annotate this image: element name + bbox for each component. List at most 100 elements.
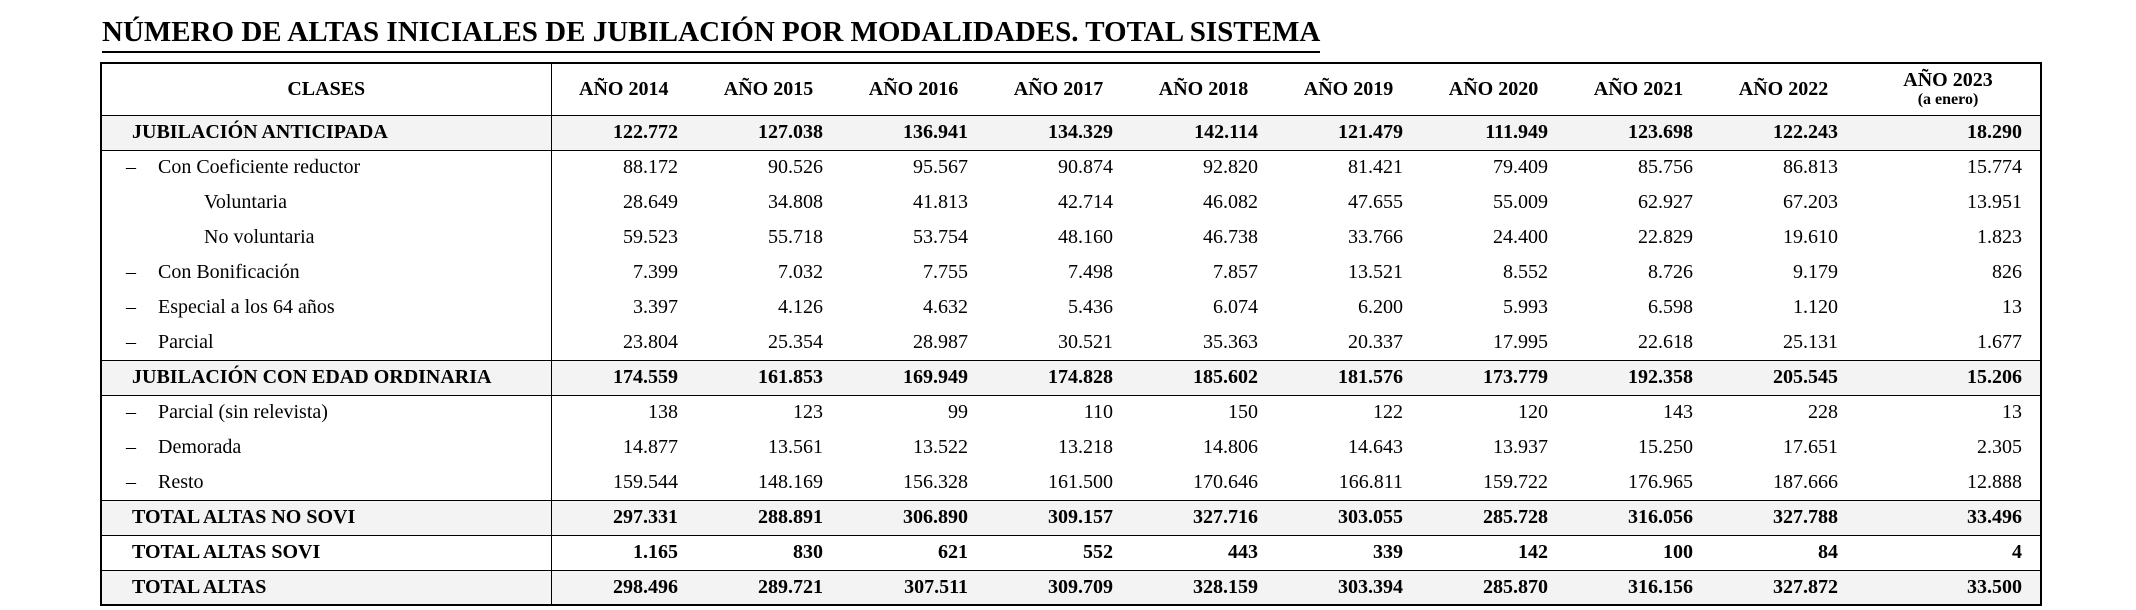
table-row: – Demorada 14.877 13.561 13.522 13.218 14.806 1… <box>101 430 2041 465</box>
value-cell: 161.853 <box>696 359 841 396</box>
value-cell: 316.156 <box>1566 569 1711 606</box>
value-cell: 169.949 <box>841 359 986 396</box>
table-row: – Parcial (sin relevista) 138 123 99 110 150 12… <box>101 395 2041 430</box>
value-cell: 99 <box>948 401 968 424</box>
value-cell: 28.987 <box>913 330 968 353</box>
row-label-text: Con Bonificación <box>158 261 300 283</box>
value-cell: 166.811 <box>1338 470 1403 493</box>
column-header-year: AÑO 2022 <box>1711 63 1856 116</box>
table-row: TOTAL ALTAS SOVI 1.165 830 621 552 443 339 142 1… <box>101 534 2041 571</box>
value-cell: 25.354 <box>768 330 823 353</box>
value-cell: 13 <box>2002 296 2022 318</box>
value-cell: 34.808 <box>768 191 823 213</box>
value-cell: 327.872 <box>1711 569 1856 606</box>
value-cell: 33.496 <box>1856 499 2041 536</box>
value-cell: 8.552 <box>1503 261 1548 283</box>
value-cell: 13.521 <box>1348 261 1403 283</box>
value-cell: 303.055 <box>1276 499 1421 536</box>
value-cell: 88.172 <box>623 156 678 179</box>
value-cell: 13.218 <box>1058 436 1113 458</box>
value-cell: 161.500 <box>1048 470 1113 493</box>
value-cell: 2.305 <box>1977 436 2022 458</box>
value-cell: 6.074 <box>1213 296 1258 318</box>
value-cell: 4.632 <box>923 296 968 318</box>
row-label: – Especial a los 64 años <box>101 290 552 325</box>
row-label: – Con Coeficiente reductor <box>101 150 552 185</box>
value-cell: 5.436 <box>1068 296 1113 318</box>
value-cell: 13.951 <box>1967 191 2022 213</box>
value-cell: 17.651 <box>1783 436 1838 458</box>
value-cell: 4 <box>1856 534 2041 571</box>
value-cell: 15.206 <box>1856 359 2041 396</box>
value-cell: 5.993 <box>1503 296 1548 318</box>
dash-marker: – <box>126 296 136 318</box>
page-title: NÚMERO DE ALTAS INICIALES DE JUBILACIÓN … <box>102 16 1321 53</box>
value-cell: 285.728 <box>1421 499 1566 536</box>
value-cell: 59.523 <box>623 226 678 248</box>
value-cell: 176.965 <box>1628 470 1693 493</box>
table-row: – Con Bonificación 7.399 7.032 7.755 7.498 7.8… <box>101 255 2041 290</box>
value-cell: 9.179 <box>1793 261 1838 283</box>
row-label: TOTAL ALTAS NO SOVI <box>101 499 552 536</box>
value-cell: 443 <box>1131 534 1276 571</box>
value-cell: 309.157 <box>986 499 1131 536</box>
value-cell: 7.032 <box>778 261 823 283</box>
value-cell: 143 <box>1663 401 1693 424</box>
value-cell: 33.766 <box>1348 226 1403 248</box>
row-label-text: JUBILACIÓN CON EDAD ORDINARIA <box>132 366 492 388</box>
value-cell: 3.397 <box>633 296 678 318</box>
column-header-year: AÑO 2020 <box>1421 63 1566 116</box>
value-cell: 110 <box>1083 401 1113 424</box>
value-cell: 47.655 <box>1348 191 1403 213</box>
row-label-text: TOTAL ALTAS SOVI <box>132 541 321 563</box>
value-cell: 123 <box>793 401 823 424</box>
value-cell: 14.806 <box>1203 436 1258 458</box>
value-cell: 84 <box>1711 534 1856 571</box>
column-header-year: AÑO 2016 <box>841 63 986 116</box>
row-label: Voluntaria <box>101 185 552 220</box>
row-label-text: Parcial (sin relevista) <box>158 401 328 424</box>
value-cell: 136.941 <box>841 114 986 151</box>
value-cell: 92.820 <box>1203 156 1258 179</box>
value-cell: 170.646 <box>1193 470 1258 493</box>
value-cell: 67.203 <box>1783 191 1838 213</box>
value-cell: 174.559 <box>551 359 696 396</box>
row-label-text: TOTAL ALTAS <box>132 575 267 598</box>
value-cell: 8.726 <box>1648 261 1693 283</box>
value-cell: 142 <box>1421 534 1566 571</box>
value-cell: 7.755 <box>923 261 968 283</box>
value-cell: 90.874 <box>1058 156 1113 179</box>
value-cell: 309.709 <box>986 569 1131 606</box>
value-cell: 6.598 <box>1648 296 1693 318</box>
value-cell: 122 <box>1373 401 1403 424</box>
year-2023-label: AÑO 2023 <box>1903 69 1993 92</box>
value-cell: 142.114 <box>1131 114 1276 151</box>
row-label: JUBILACIÓN CON EDAD ORDINARIA <box>101 359 552 396</box>
row-label: – Resto <box>101 465 552 500</box>
value-cell: 1.120 <box>1793 296 1838 318</box>
value-cell: 55.718 <box>768 226 823 248</box>
table-body: JUBILACIÓN ANTICIPADA 122.772 127.038 136.9… <box>101 114 2041 606</box>
table-row: TOTAL ALTAS NO SOVI 297.331 288.891 306.890… <box>101 499 2041 536</box>
value-cell: 288.891 <box>696 499 841 536</box>
value-cell: 22.618 <box>1638 330 1693 353</box>
value-cell: 123.698 <box>1566 114 1711 151</box>
value-cell: 95.567 <box>913 156 968 179</box>
table-row: – Especial a los 64 años 3.397 4.126 4.632 5.… <box>101 290 2041 325</box>
value-cell: 621 <box>841 534 986 571</box>
value-cell: 19.610 <box>1783 226 1838 248</box>
value-cell: 185.602 <box>1131 359 1276 396</box>
value-cell: 228 <box>1808 401 1838 424</box>
value-cell: 134.329 <box>986 114 1131 151</box>
value-cell: 327.788 <box>1711 499 1856 536</box>
table-row: – Parcial 23.804 25.354 28.987 30.521 35.363 20… <box>101 325 2041 360</box>
value-cell: 81.421 <box>1348 156 1403 179</box>
value-cell: 285.870 <box>1421 569 1566 606</box>
value-cell: 100 <box>1566 534 1711 571</box>
table-row: No voluntaria 59.523 55.718 53.754 48.160 46.… <box>101 220 2041 255</box>
value-cell: 303.394 <box>1276 569 1421 606</box>
value-cell: 316.056 <box>1566 499 1711 536</box>
value-cell: 86.813 <box>1783 156 1838 179</box>
value-cell: 122.243 <box>1711 114 1856 151</box>
